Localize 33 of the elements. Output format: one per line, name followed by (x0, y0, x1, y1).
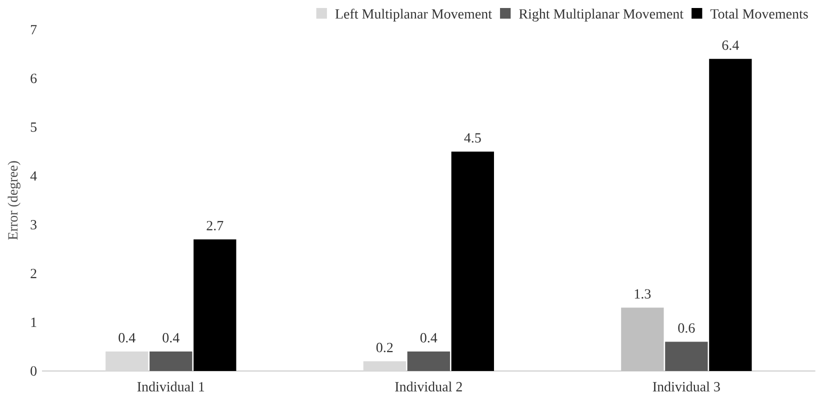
data-label: 0.2 (376, 342, 393, 352)
legend-label: Total Movements (710, 8, 808, 19)
data-label: 4.5 (464, 133, 481, 143)
y-tick-label: 2 (30, 268, 36, 278)
y-tick-label: 4 (30, 171, 37, 181)
x-tick-label: Individual 3 (652, 382, 720, 392)
y-tick-label: 0 (30, 366, 37, 376)
bar (106, 351, 148, 371)
x-tick-label: Individual 1 (137, 382, 204, 392)
data-label: 2.7 (206, 220, 224, 230)
data-label: 0.6 (678, 323, 695, 333)
bar (621, 308, 664, 371)
y-tick-label: 7 (31, 25, 37, 34)
bar (451, 152, 494, 371)
bar (150, 351, 192, 371)
y-tick-label: 6 (30, 74, 37, 84)
bar (665, 342, 708, 371)
data-label: 1.3 (634, 289, 651, 299)
y-axis-title: Error (degree) (8, 161, 20, 240)
bar (709, 58, 752, 371)
data-label: 0.4 (162, 333, 180, 343)
data-label: 0.4 (420, 333, 438, 343)
y-tick-label: 5 (30, 122, 37, 132)
data-label: 6.4 (722, 40, 739, 50)
y-tick-label: 1 (31, 318, 36, 327)
x-tick-label: Individual 2 (395, 382, 462, 392)
legend-label: Left Multiplanar Movement (335, 8, 492, 22)
legend-label: Right Multiplanar Movement (519, 8, 684, 22)
bar (407, 351, 450, 371)
bar (363, 361, 406, 371)
data-label: 0.4 (118, 333, 136, 343)
y-tick-label: 3 (30, 220, 37, 230)
bar (194, 239, 236, 371)
